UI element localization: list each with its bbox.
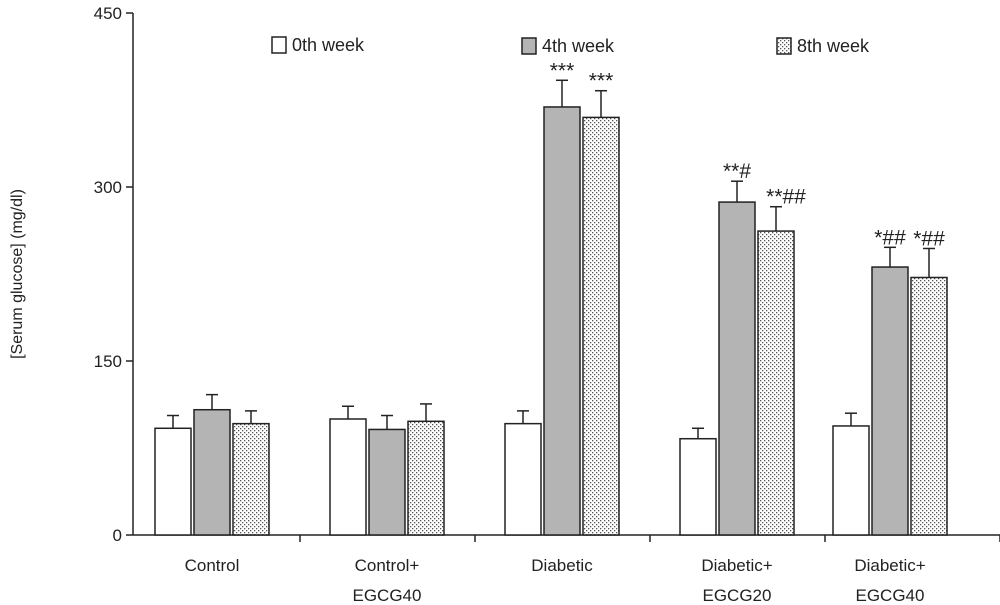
significance-label: **##	[766, 186, 806, 209]
legend-swatch-dotted	[776, 37, 792, 55]
legend: 0th week 4th week 8th week	[271, 35, 870, 56]
labels-group: [Serum glucose] (mg/dl) *** **# *## *** **## *…	[9, 59, 945, 605]
legend-label: 8th week	[797, 36, 870, 56]
bar-dotted	[232, 422, 270, 536]
category-label: Diabetic	[531, 556, 593, 575]
category-label: Control	[185, 556, 240, 575]
y-axis-label: [Serum glucose] (mg/dl)	[9, 189, 26, 359]
legend-swatch-gray	[521, 37, 537, 55]
significance-label: **#	[723, 160, 751, 183]
category-label: EGCG40	[856, 586, 925, 605]
bar-gray	[871, 266, 909, 536]
bar-dotted	[757, 230, 795, 536]
category-label: Diabetic+	[854, 556, 925, 575]
significance-label: *##	[874, 226, 906, 249]
y-tick-label: 0	[113, 526, 122, 545]
legend-label: 4th week	[542, 36, 615, 56]
legend-label: 0th week	[292, 35, 365, 55]
bar-white	[504, 422, 542, 536]
category-label: Control+	[355, 556, 420, 575]
bar-gray	[368, 428, 406, 536]
y-tick-label: 300	[94, 178, 122, 197]
category-label: EGCG20	[703, 586, 772, 605]
bar-white	[329, 418, 367, 536]
bar-gray	[718, 201, 756, 536]
bar-dotted	[407, 420, 445, 536]
bar-dotted	[910, 276, 948, 536]
significance-label: *##	[913, 227, 945, 250]
bar-dotted	[582, 116, 620, 536]
category-label: EGCG40	[353, 586, 422, 605]
y-tick-label: 150	[94, 352, 122, 371]
category-label: Diabetic+	[701, 556, 772, 575]
y-tick-label: 450	[94, 4, 122, 23]
bars-group	[154, 79, 948, 536]
bar-gray	[193, 408, 231, 536]
significance-label: ***	[550, 59, 575, 82]
bar-white	[679, 437, 717, 536]
bar-gray	[543, 106, 581, 536]
bar-white	[832, 425, 870, 536]
legend-swatch-white	[271, 36, 287, 54]
significance-label: ***	[589, 70, 614, 93]
bar-white	[154, 427, 192, 536]
